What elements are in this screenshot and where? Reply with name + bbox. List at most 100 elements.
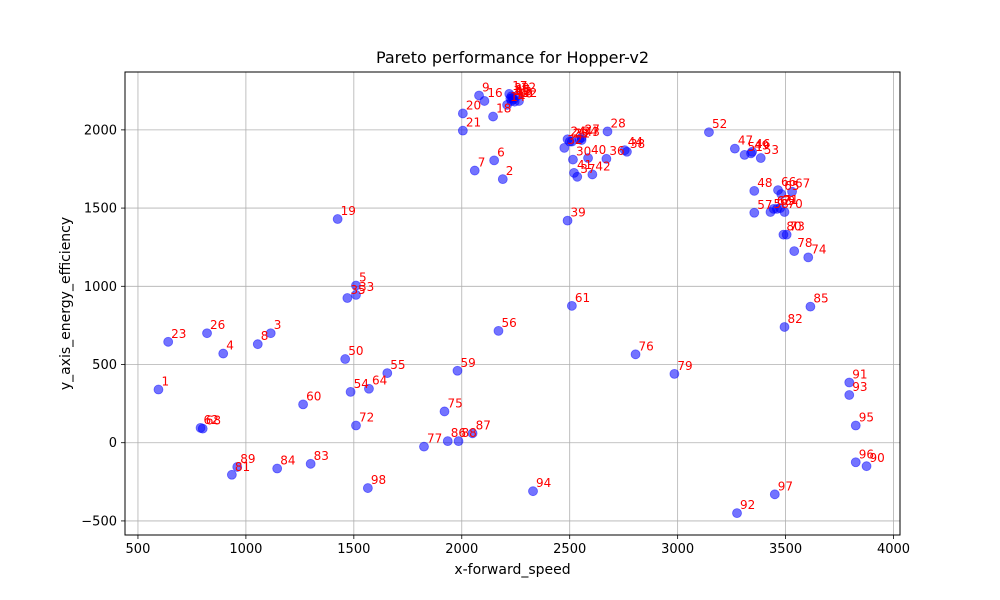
point-label: 98 [371, 473, 386, 487]
point-label: 20 [466, 98, 481, 112]
point-label: 15 [516, 83, 531, 97]
point-label: 50 [348, 344, 363, 358]
data-point [732, 508, 742, 519]
data-point [467, 428, 478, 439]
y-tick-label: 2000 [84, 123, 117, 138]
data-point [583, 153, 593, 163]
y-axis-label: y_axis_energy_efficiency [58, 217, 74, 390]
data-point [602, 126, 613, 137]
data-point [787, 186, 797, 197]
data-point [850, 457, 861, 468]
point-label: 79 [677, 359, 692, 373]
data-point [488, 111, 498, 122]
point-label: 46 [755, 137, 770, 151]
data-point [803, 252, 814, 263]
x-axis-label: x-forward_speed [454, 562, 570, 578]
data-point [729, 143, 740, 154]
data-point [861, 461, 872, 472]
data-point [844, 377, 855, 388]
data-point [419, 441, 429, 452]
point-label: 13 [517, 84, 532, 98]
point-label: 36 [609, 144, 624, 158]
point-label: 67 [795, 177, 810, 191]
point-label: 66 [781, 175, 796, 189]
point-label: 12 [521, 80, 536, 94]
point-label: 84 [280, 454, 295, 468]
point-label: 93 [852, 380, 867, 394]
point-label: 42 [595, 159, 610, 173]
point-label: 8 [261, 329, 269, 343]
data-point [528, 486, 538, 497]
point-label: 80 [786, 220, 801, 234]
point-label: 86 [451, 426, 466, 440]
point-label: 19 [341, 204, 356, 218]
data-point [769, 489, 780, 500]
point-label: 51 [748, 140, 763, 154]
point-label: 49 [754, 138, 769, 152]
data-point [452, 365, 463, 376]
point-label: 97 [778, 479, 793, 493]
point-label: 91 [852, 367, 867, 381]
data-point [493, 325, 504, 336]
point-label: 77 [427, 432, 442, 446]
data-point [232, 462, 243, 472]
point-label: 75 [447, 396, 462, 410]
data-point [474, 90, 484, 101]
data-point [272, 463, 283, 474]
data-point [457, 108, 468, 119]
point-label: 52 [712, 117, 727, 131]
data-point [569, 167, 579, 178]
y-tick-label: −500 [81, 514, 117, 529]
point-label: 11 [513, 84, 528, 98]
data-point [305, 458, 316, 469]
point-label: 90 [870, 451, 885, 465]
data-point [739, 150, 750, 160]
point-label: 62 [204, 413, 219, 427]
grid [125, 72, 900, 535]
data-point [773, 185, 783, 195]
x-tick-label: 2000 [445, 542, 478, 557]
data-point [202, 328, 212, 339]
data-point [351, 289, 361, 300]
x-tick-label: 4000 [877, 542, 910, 557]
point-label: 61 [575, 291, 590, 305]
plot-area-frame [124, 71, 901, 536]
axis-ticks: 500 1000 1500 2000 2500 3000 3500 4000 −500 0 500 1… [81, 123, 910, 557]
data-point [805, 301, 816, 312]
data-point [340, 354, 351, 364]
data-point [342, 293, 353, 303]
point-label: 29 [514, 81, 529, 95]
data-point [749, 207, 760, 218]
point-label: 21 [466, 116, 481, 130]
point-label: 88 [462, 426, 477, 440]
y-tick-label: 0 [109, 436, 117, 451]
point-label: 34 [582, 124, 597, 138]
data-point [844, 390, 855, 400]
data-point [364, 383, 374, 394]
point-label: 38 [630, 137, 645, 151]
point-label: 4 [226, 339, 234, 353]
data-point [351, 420, 361, 431]
data-point [704, 127, 714, 138]
point-label: 70 [788, 197, 803, 211]
data-point [778, 229, 789, 240]
point-label: 9 [482, 80, 490, 94]
point-label: 73 [790, 220, 805, 234]
point-label: 94 [536, 476, 551, 490]
data-point [779, 322, 790, 332]
point-label: 95 [859, 411, 874, 425]
data-point [850, 420, 861, 431]
data-point [755, 153, 766, 163]
point-label: 81 [235, 460, 250, 474]
data-point [568, 154, 578, 165]
data-point [562, 215, 573, 226]
data-point [457, 125, 468, 136]
data-point [576, 135, 587, 145]
point-label: 23 [171, 327, 186, 341]
data-point [226, 469, 237, 480]
point-label: 60 [306, 389, 321, 403]
point-label: 72 [359, 411, 374, 425]
point-label: 92 [740, 498, 755, 512]
